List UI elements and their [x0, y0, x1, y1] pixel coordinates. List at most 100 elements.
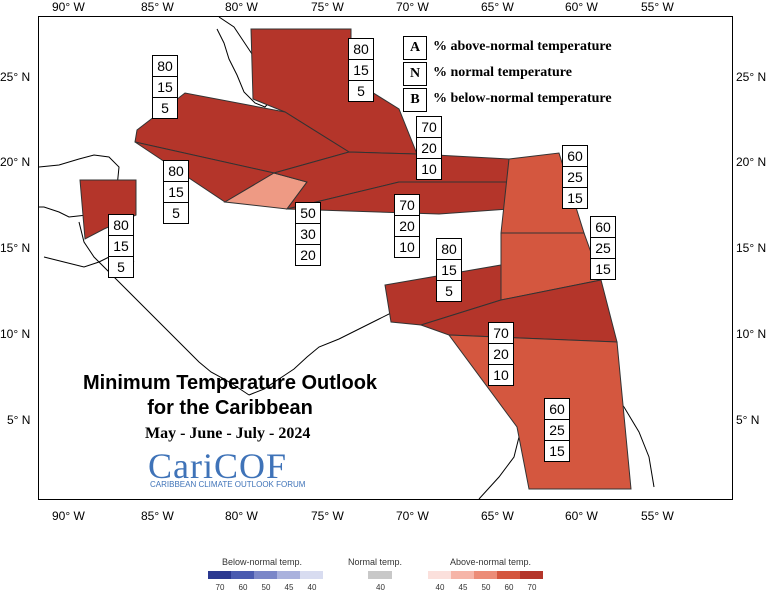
lat-label: 20° N: [0, 155, 31, 169]
below-value: 15: [567, 190, 583, 206]
lon-label: 85° W: [141, 0, 174, 14]
below-value: 15: [595, 261, 611, 277]
below-scale-swatch: [300, 571, 323, 579]
lon-label: 55° W: [641, 509, 674, 523]
lon-label: 90° W: [52, 509, 85, 523]
below-scale-tick: 45: [284, 583, 294, 592]
lon-label: 60° W: [565, 509, 598, 523]
normal-value: 15: [153, 77, 177, 98]
prob-stack-windward: 60 25 15: [590, 216, 616, 280]
lat-label: 15° N: [736, 241, 767, 255]
normal-value: 15: [349, 60, 373, 81]
above-value: 70: [395, 195, 419, 216]
map-frame: [38, 16, 733, 500]
lat-label: 10° N: [736, 327, 767, 341]
below-scale-tick: 40: [307, 583, 317, 592]
key-text-normal: % normal temperature: [433, 65, 572, 80]
below-scale-swatch: [277, 571, 300, 579]
key-text-below: % below-normal temperature: [433, 91, 612, 106]
lat-label: 5° N: [736, 413, 760, 427]
lon-label: 70° W: [396, 509, 429, 523]
below-value: 5: [161, 100, 169, 116]
lon-label: 75° W: [311, 509, 344, 523]
lon-label: 85° W: [141, 509, 174, 523]
lat-label: 15° N: [0, 241, 31, 255]
prob-stack-jamaica: 50 30 20: [295, 202, 321, 266]
above-value: 70: [489, 323, 513, 344]
above-scale-swatch: [428, 571, 451, 579]
above-value: 70: [417, 117, 441, 138]
lon-label: 75° W: [311, 0, 344, 14]
prob-stack-belize: 80 15 5: [108, 214, 134, 278]
lat-label: 25° N: [0, 70, 31, 84]
below-value: 5: [117, 259, 125, 275]
lon-label: 60° W: [565, 0, 598, 14]
below-value: 20: [300, 247, 316, 263]
prob-stack-caribbean-sea: 70 20 10: [394, 194, 420, 258]
scale-title-normal: Normal temp.: [348, 557, 403, 567]
above-value: 60: [591, 217, 615, 238]
below-value: 10: [399, 239, 415, 255]
above-scale-swatch: [520, 571, 543, 579]
lat-label: 20° N: [736, 155, 767, 169]
below-value: 10: [421, 161, 437, 177]
lon-label: 90° W: [52, 0, 85, 14]
lon-label: 80° W: [225, 0, 258, 14]
scale-title-above: Above-normal temp.: [450, 557, 532, 567]
prob-stack-cuba: 80 15 5: [163, 160, 189, 224]
prob-stack-bahamas-left: 80 15 5: [152, 55, 178, 119]
normal-scale-tick: 40: [376, 583, 385, 592]
below-scale-swatch: [254, 571, 277, 579]
normal-value: 25: [563, 167, 587, 188]
prob-stack-bahamas: 80 15 5: [348, 38, 374, 102]
region-trinidad: [419, 279, 618, 343]
above-scale-swatch: [451, 571, 474, 579]
below-scale-tick: 50: [261, 583, 271, 592]
lon-label: 65° W: [481, 509, 514, 523]
caribbean-map: [39, 17, 655, 499]
map-period: May - June - July - 2024: [145, 425, 311, 442]
normal-value: 15: [164, 182, 188, 203]
below-scale-swatch: [208, 571, 231, 579]
prob-stack-abc-islands: 80 15 5: [436, 238, 462, 302]
map-title-line1: Minimum Temperature Outlook: [82, 372, 378, 394]
key-letter-normal: N: [403, 62, 427, 86]
below-value: 5: [445, 283, 453, 299]
scale-title-below: Below-normal temp.: [222, 557, 303, 567]
above-scale-tick: 50: [481, 583, 491, 592]
normal-value: 15: [109, 236, 133, 257]
below-value: 5: [172, 205, 180, 221]
normal-value: 25: [591, 238, 615, 259]
below-scale-tick: 70: [215, 583, 225, 592]
above-value: 80: [164, 161, 188, 182]
normal-value: 30: [296, 224, 320, 245]
region-guianas: [447, 334, 632, 490]
prob-stack-hispaniola: 70 20 10: [416, 116, 442, 180]
below-value: 5: [357, 83, 365, 99]
caricof-tagline: CARIBBEAN CLIMATE OUTLOOK FORUM: [150, 480, 306, 489]
above-scale-swatch: [474, 571, 497, 579]
above-value: 80: [153, 56, 177, 77]
below-scale-swatch: [231, 571, 254, 579]
normal-value: 20: [417, 138, 441, 159]
above-value: 80: [349, 39, 373, 60]
above-scale-tick: 40: [435, 583, 445, 592]
below-value: 10: [493, 367, 509, 383]
caricof-logo: CariCOF: [148, 446, 288, 486]
below-value: 15: [549, 443, 565, 459]
normal-value: 20: [489, 344, 513, 365]
lon-label: 70° W: [396, 0, 429, 14]
lon-label: 55° W: [641, 0, 674, 14]
lon-label: 80° W: [225, 509, 258, 523]
above-value: 50: [296, 203, 320, 224]
prob-stack-trinidad: 70 20 10: [488, 322, 514, 386]
prob-stack-leeward: 60 25 15: [562, 145, 588, 209]
prob-stack-guianas: 60 25 15: [544, 398, 570, 462]
map-title-line2: for the Caribbean: [147, 397, 313, 419]
lon-label: 65° W: [481, 0, 514, 14]
above-value: 80: [109, 215, 133, 236]
lat-label: 5° N: [7, 413, 31, 427]
above-scale-tick: 45: [458, 583, 468, 592]
key-letter-below: B: [403, 88, 427, 112]
above-value: 80: [437, 239, 461, 260]
